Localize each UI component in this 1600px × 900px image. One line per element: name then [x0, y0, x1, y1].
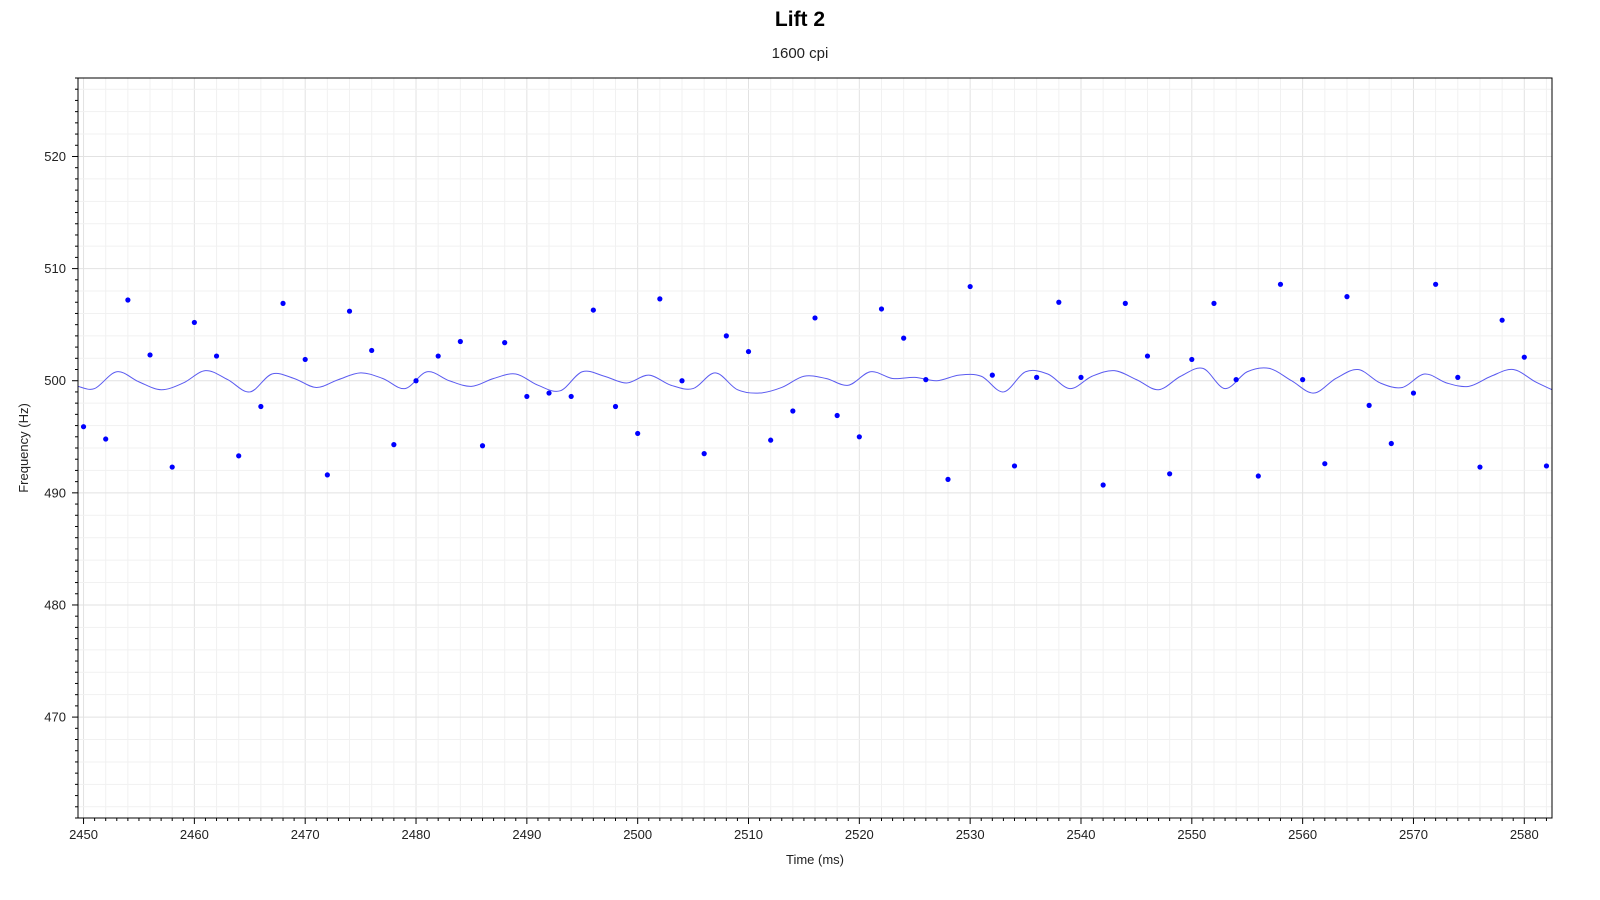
y-tick-label: 520 [44, 149, 66, 164]
data-point [1100, 482, 1106, 488]
data-point [435, 353, 441, 359]
data-point [901, 335, 907, 341]
y-tick-label: 470 [44, 710, 66, 725]
data-point [568, 393, 574, 400]
data-point [1366, 402, 1372, 408]
axes: 2450 2460 2470 2480 2490 2500 2510 2520 2530 2540… [44, 77, 1553, 842]
data-point [369, 347, 375, 354]
y-axis-title: Frequency (Hz) [16, 403, 31, 493]
smoothed-line [78, 367, 1552, 394]
data-point [280, 300, 286, 306]
x-tick-label: 2490 [512, 827, 541, 842]
data-point [657, 296, 663, 302]
data-point [346, 308, 353, 314]
data-point [723, 333, 729, 339]
data-point [103, 436, 109, 442]
y-tick-label: 510 [44, 261, 66, 276]
x-tick-label: 2550 [1177, 827, 1206, 842]
x-tick-label: 2510 [734, 827, 763, 842]
x-tick-label: 2540 [1067, 827, 1096, 842]
data-point [169, 464, 175, 470]
data-point [635, 430, 641, 437]
data-point [324, 472, 330, 478]
data-point [1034, 374, 1040, 380]
x-tick-label: 2470 [291, 827, 320, 842]
data-point [967, 283, 973, 290]
data-point [1078, 374, 1084, 380]
x-tick-label: 2520 [845, 827, 874, 842]
data-point [790, 408, 796, 414]
data-point [590, 307, 596, 313]
data-point [524, 393, 530, 400]
chart-subtitle: 1600 cpi [771, 45, 829, 62]
smoothed-line-series [78, 367, 1552, 394]
data-point [745, 348, 752, 355]
data-point [1521, 354, 1527, 360]
x-tick-label: 2530 [956, 827, 985, 842]
data-point [391, 442, 397, 448]
data-point [768, 437, 774, 443]
data-point [612, 403, 619, 410]
x-tick-label: 2500 [623, 827, 652, 842]
data-point [878, 306, 885, 312]
chart-title: Lift 2 [774, 8, 826, 31]
data-point [989, 372, 995, 378]
x-tick-label: 2460 [180, 827, 209, 842]
data-point [502, 340, 508, 346]
data-point [1300, 377, 1306, 383]
data-point [258, 403, 264, 410]
data-point [1144, 353, 1151, 359]
data-point [1277, 281, 1284, 287]
data-point [1410, 390, 1417, 396]
data-point [856, 434, 862, 440]
data-point [191, 319, 197, 326]
data-point [812, 315, 818, 321]
data-point [923, 377, 929, 383]
data-point [80, 424, 87, 430]
x-tick-label: 2450 [69, 827, 98, 842]
x-axis-title: Time (ms) [786, 852, 844, 867]
y-tick-label: 480 [44, 597, 66, 612]
y-tick-label: 490 [44, 485, 66, 500]
data-point [1056, 299, 1062, 305]
data-point [945, 476, 951, 482]
data-point [479, 443, 486, 449]
data-point [236, 453, 242, 459]
point-series [80, 281, 1550, 488]
data-point [834, 412, 840, 419]
data-point [1433, 281, 1439, 287]
y-tick-label: 500 [44, 373, 66, 388]
x-tick-label: 2480 [402, 827, 431, 842]
x-tick-label: 2560 [1288, 827, 1317, 842]
data-point [125, 297, 131, 303]
data-point [1543, 463, 1550, 469]
data-point [1499, 317, 1505, 323]
data-point [701, 451, 707, 457]
data-point [1322, 461, 1328, 467]
data-point [1122, 300, 1128, 306]
data-point [1211, 300, 1217, 306]
data-point [546, 390, 552, 396]
data-point [457, 338, 463, 345]
data-point [147, 352, 153, 358]
data-point [1388, 440, 1394, 447]
data-point [1455, 374, 1461, 380]
grid [78, 78, 1552, 818]
x-tick-label: 2570 [1399, 827, 1428, 842]
data-point [413, 378, 419, 384]
data-point [213, 353, 220, 359]
data-point [302, 356, 308, 363]
data-point [1255, 473, 1261, 479]
data-point [1011, 463, 1018, 469]
data-point [1344, 294, 1350, 300]
data-point [1477, 464, 1483, 470]
data-point [1233, 377, 1239, 383]
data-point [679, 378, 685, 384]
x-tick-label: 2580 [1510, 827, 1539, 842]
data-point [1189, 356, 1195, 363]
data-point [1167, 471, 1173, 477]
